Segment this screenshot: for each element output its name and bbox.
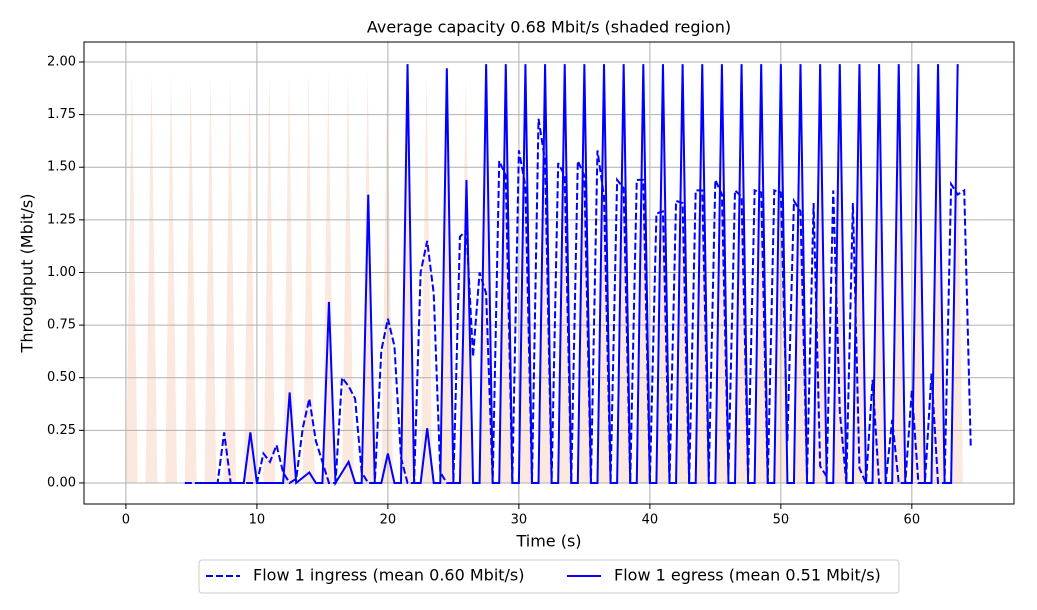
- y-tick-label: 1.75: [47, 107, 76, 122]
- x-tick-label: 40: [642, 513, 659, 528]
- chart-title: Average capacity 0.68 Mbit/s (shaded reg…: [367, 18, 731, 37]
- x-axis-label: Time (s): [515, 532, 581, 551]
- x-tick-label: 60: [904, 513, 921, 528]
- y-tick-label: 1.50: [47, 160, 76, 175]
- legend-label: Flow 1 egress (mean 0.51 Mbit/s): [614, 566, 881, 585]
- x-tick-label: 30: [511, 513, 528, 528]
- x-tick-label: 0: [122, 513, 130, 528]
- x-tick-label: 20: [380, 513, 397, 528]
- legend-label: Flow 1 ingress (mean 0.60 Mbit/s): [253, 566, 525, 585]
- y-axis-label: Throughput (Mbit/s): [18, 194, 37, 354]
- shaded-area: [125, 72, 963, 483]
- series-line: [197, 64, 959, 487]
- y-tick-label: 2.00: [47, 54, 76, 69]
- y-tick-label: 1.00: [47, 265, 76, 280]
- y-tick-label: 0.25: [47, 423, 76, 438]
- x-tick-label: 50: [773, 513, 790, 528]
- plot-frame: [83, 41, 1015, 505]
- x-tick-label: 10: [249, 513, 266, 528]
- legend-box: [198, 559, 900, 594]
- y-tick-label: 0.00: [47, 475, 76, 490]
- y-tick-label: 0.50: [47, 370, 76, 385]
- y-tick-label: 0.75: [47, 318, 76, 333]
- y-tick-label: 1.25: [47, 212, 76, 227]
